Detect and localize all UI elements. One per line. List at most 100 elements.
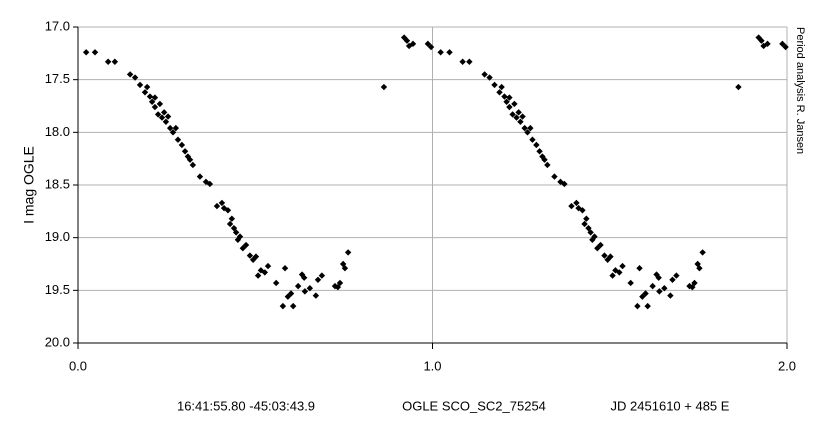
data-point [318, 272, 326, 279]
caption: JD 2451610 + 485 E [611, 398, 730, 413]
data-point [779, 40, 786, 48]
data-point [289, 302, 297, 310]
data-point [314, 276, 322, 283]
data-point [529, 136, 536, 143]
data-point [601, 252, 608, 259]
data-point [498, 83, 505, 91]
data-point [544, 161, 551, 169]
data-point [539, 153, 546, 160]
data-point [782, 43, 789, 51]
data-point [189, 161, 197, 169]
x-tick-label: 1.0 [423, 358, 441, 373]
data-point [169, 129, 177, 136]
data-point [156, 100, 164, 108]
y-tick-label: 20.0 [45, 334, 70, 349]
y-axis-label: I mag OGLE [21, 146, 37, 224]
data-point [536, 148, 543, 155]
data-point [294, 282, 302, 290]
data-point [764, 40, 771, 48]
x-tick-label: 2.0 [778, 358, 796, 373]
data-point [174, 136, 182, 143]
caption: 16:41:55.80 -45:03:43.9 [177, 398, 315, 413]
data-point [506, 103, 513, 111]
data-point [511, 100, 518, 108]
data-point [579, 207, 586, 214]
data-point [616, 269, 623, 276]
data-point [141, 89, 149, 96]
data-point [272, 279, 280, 287]
data-point [218, 199, 226, 207]
data-point [213, 202, 221, 210]
data-point [279, 302, 287, 310]
data-point [655, 274, 662, 281]
data-point [196, 173, 204, 180]
data-point [691, 279, 698, 287]
data-point [491, 81, 498, 89]
y-tick-label: 19.5 [45, 282, 70, 297]
data-point [551, 173, 558, 180]
y-tick-label: 17.5 [45, 71, 70, 86]
data-point [287, 290, 295, 297]
data-point [91, 49, 99, 56]
data-point [380, 83, 388, 91]
data-point [642, 290, 649, 297]
data-point [143, 83, 151, 91]
data-point [673, 272, 680, 279]
data-point [300, 274, 308, 281]
data-point [82, 49, 90, 56]
data-point [232, 229, 240, 236]
data-point [656, 288, 663, 295]
data-point [281, 265, 289, 272]
data-point [341, 265, 349, 272]
data-point [154, 111, 162, 118]
data-point [527, 124, 534, 132]
data-point [446, 49, 453, 56]
data-point [226, 220, 234, 228]
data-point [172, 124, 180, 132]
data-point [609, 272, 616, 279]
data-point [344, 249, 352, 256]
data-point [591, 233, 598, 240]
data-point [515, 109, 522, 116]
data-point [166, 124, 174, 132]
data-point [136, 81, 144, 89]
data-point [513, 114, 520, 121]
data-point [521, 124, 528, 132]
data-point [604, 256, 611, 263]
data-point [699, 249, 706, 256]
data-point [524, 129, 531, 136]
data-point [541, 156, 548, 163]
x-tick-label: 0.0 [69, 358, 87, 373]
data-point [667, 292, 674, 299]
data-point [735, 83, 742, 91]
data-point [427, 43, 435, 51]
data-point [301, 288, 309, 295]
data-point [607, 253, 614, 260]
data-point [164, 113, 172, 120]
data-point [573, 199, 580, 207]
data-point [336, 279, 344, 287]
data-point [261, 269, 269, 276]
data-point [104, 58, 112, 65]
data-point [509, 111, 516, 118]
data-point [669, 276, 676, 283]
data-point [158, 114, 166, 121]
data-point [224, 207, 232, 214]
data-point [181, 148, 189, 155]
caption: OGLE SCO_SC2_75254 [402, 398, 546, 413]
data-point [131, 74, 139, 81]
data-point [254, 272, 262, 279]
data-point [481, 71, 488, 78]
data-point [533, 141, 540, 149]
data-point [206, 180, 214, 188]
data-point [561, 180, 568, 188]
data-point [246, 252, 254, 259]
data-point [228, 215, 236, 222]
data-point [496, 89, 503, 96]
data-point [503, 98, 510, 105]
data-point [151, 103, 159, 111]
y-tick-label: 18.0 [45, 124, 70, 139]
data-point [111, 58, 119, 65]
